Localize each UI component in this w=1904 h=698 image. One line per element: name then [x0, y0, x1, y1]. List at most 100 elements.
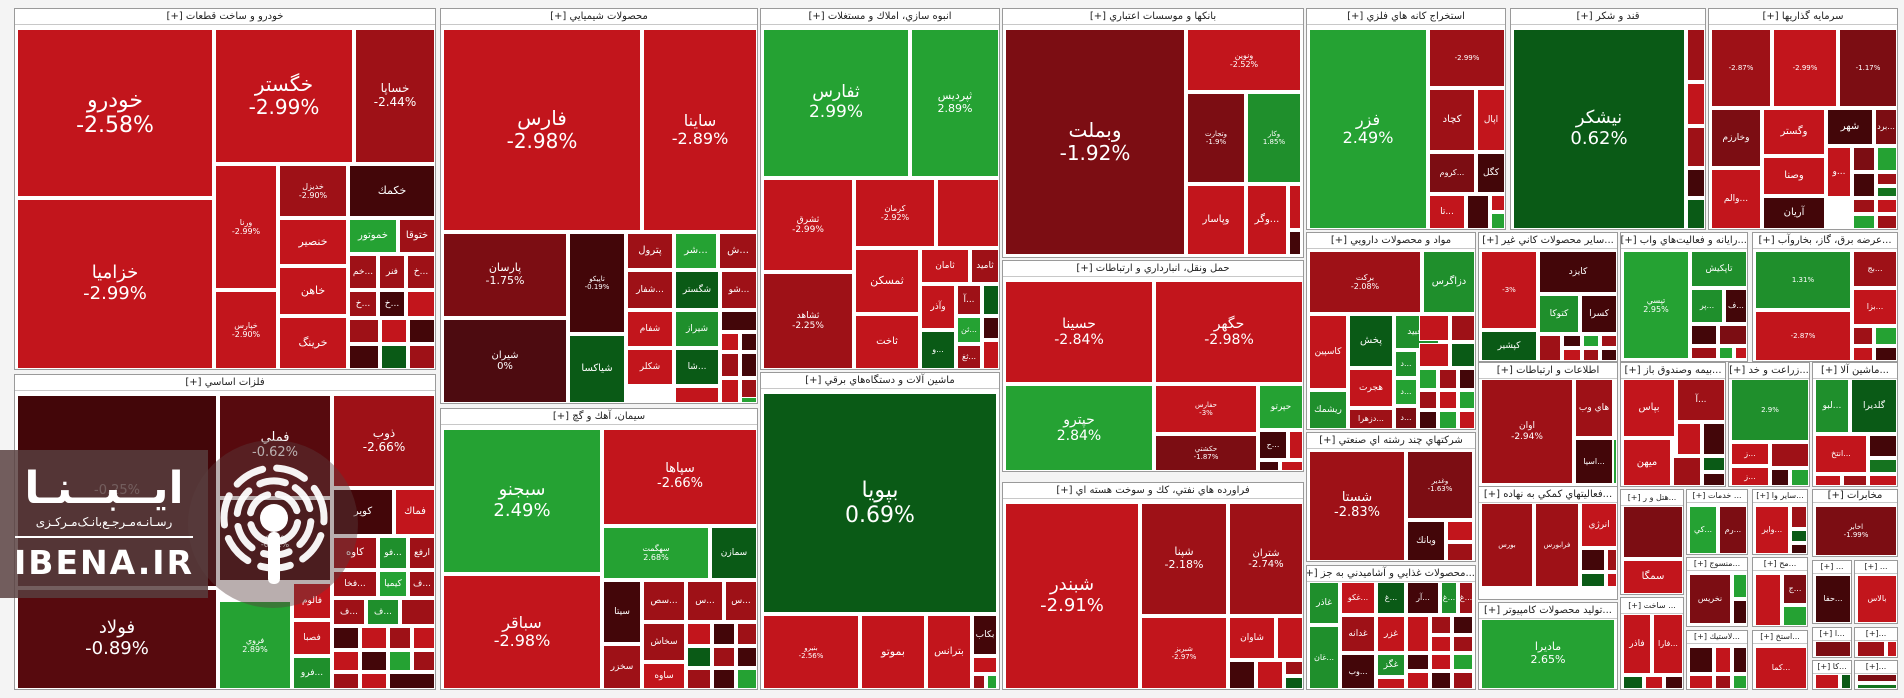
- sector-header-khadamat[interactable]: ... خدمات [+]: [1687, 490, 1747, 503]
- stock-tile[interactable]: [1563, 335, 1581, 347]
- stock-tile[interactable]: [1439, 369, 1457, 389]
- stock-tile-حگهر[interactable]: حگهر -2.98%: [1155, 281, 1303, 383]
- stock-tile[interactable]: [1687, 83, 1705, 125]
- stock-tile-كپشير[interactable]: كپشير: [1481, 331, 1537, 361]
- stock-tile[interactable]: [1419, 315, 1449, 341]
- sector-header-sec-a[interactable]: ... [+]: [1813, 561, 1851, 574]
- stock-tile-...س[interactable]: ...س: [687, 581, 723, 621]
- stock-tile-...فرو[interactable]: ...فرو: [293, 657, 331, 689]
- stock-tile-بنيرو[interactable]: بنيرو -2.56%: [763, 615, 859, 689]
- stock-tile[interactable]: [737, 669, 757, 689]
- stock-tile-فرابورس[interactable]: فرابورس: [1535, 503, 1579, 587]
- stock-tile[interactable]: [1431, 672, 1451, 689]
- stock-tile-سمگا[interactable]: سمگا: [1623, 560, 1683, 594]
- stock-tile-كسرا[interactable]: كسرا: [1581, 295, 1617, 333]
- stock-tile-...دزهرا[interactable]: ...دزهرا: [1349, 409, 1393, 429]
- stock-tile[interactable]: [1259, 461, 1279, 471]
- stock-tile[interactable]: [1581, 549, 1605, 571]
- stock-tile-سبجنو[interactable]: سبجنو 2.49%: [443, 429, 601, 573]
- stock-tile-وخارزم[interactable]: وخارزم: [1711, 109, 1761, 167]
- stock-tile[interactable]: [687, 669, 711, 689]
- stock-tile[interactable]: -3%: [1481, 251, 1537, 329]
- stock-tile-...آ[interactable]: ...آ: [957, 285, 981, 315]
- stock-tile-بركت[interactable]: بركت -2.08%: [1309, 251, 1421, 313]
- stock-tile-...وب[interactable]: ...وب: [1341, 654, 1375, 689]
- stock-tile-...غ[interactable]: ...غ: [1459, 582, 1473, 614]
- stock-tile[interactable]: [1869, 475, 1897, 486]
- stock-tile-خساپا[interactable]: خساپا -2.44%: [355, 29, 435, 163]
- stock-tile-كاوه[interactable]: كاوه: [333, 537, 377, 569]
- stock-tile[interactable]: [1815, 641, 1851, 657]
- stock-tile-فروي[interactable]: فروي 2.89%: [219, 601, 291, 689]
- stock-tile-...آر[interactable]: ...آر: [1407, 582, 1439, 614]
- stock-tile[interactable]: [1665, 676, 1683, 689]
- stock-tile[interactable]: [1853, 347, 1873, 361]
- stock-tile-سهگمت[interactable]: سهگمت 2.68%: [603, 527, 709, 579]
- sector-header-sarmaye[interactable]: سرمايه گذاريها [+]: [1709, 9, 1897, 25]
- stock-tile[interactable]: [1691, 347, 1717, 359]
- stock-tile[interactable]: -2.87%: [1755, 311, 1851, 361]
- stock-tile[interactable]: [1875, 327, 1897, 345]
- stock-tile[interactable]: [737, 647, 757, 667]
- stock-tile-ساينا[interactable]: ساينا -2.89%: [643, 29, 757, 231]
- stock-tile-خگستر[interactable]: خگستر -2.99%: [215, 29, 353, 163]
- stock-tile-غدانه[interactable]: غدانه: [1341, 616, 1375, 652]
- stock-tile[interactable]: [1419, 391, 1437, 409]
- stock-tile-خنصير[interactable]: خنصير: [279, 219, 347, 265]
- stock-tile-اخابر[interactable]: اخابر -1.99%: [1815, 506, 1897, 556]
- stock-tile-وصنا[interactable]: وصنا: [1763, 157, 1825, 195]
- stock-tile[interactable]: [1791, 469, 1809, 486]
- stock-tile[interactable]: [361, 627, 387, 649]
- stock-tile[interactable]: [1623, 676, 1643, 689]
- stock-tile[interactable]: [721, 333, 739, 351]
- stock-tile[interactable]: [389, 673, 435, 689]
- stock-tile[interactable]: [737, 623, 757, 645]
- stock-tile-نيشكر[interactable]: نيشكر 0.62%: [1513, 29, 1685, 229]
- stock-tile-اپال[interactable]: اپال: [1477, 89, 1505, 151]
- stock-tile[interactable]: [1771, 443, 1809, 467]
- stock-tile-شفام[interactable]: شفام: [627, 311, 673, 347]
- stock-tile-...كروم[interactable]: ...كروم: [1429, 153, 1475, 193]
- stock-tile[interactable]: [721, 311, 757, 331]
- stock-tile[interactable]: [1791, 506, 1807, 528]
- stock-tile-...د[interactable]: ...د: [1395, 351, 1417, 377]
- sector-header-rayane[interactable]: ...رايانه و فعاليت‌هاي واب [+]: [1621, 233, 1747, 249]
- stock-tile-حپترو[interactable]: حپترو 2.84%: [1005, 385, 1153, 471]
- stock-tile[interactable]: [1755, 574, 1781, 626]
- stock-tile-شياكسا[interactable]: شياكسا: [569, 335, 625, 403]
- sector-header-bimeh[interactable]: ...بيمه وصندوق باز [+]: [1621, 363, 1725, 379]
- stock-tile-خديزل[interactable]: خديزل -2.90%: [279, 165, 347, 217]
- stock-tile-فصبا[interactable]: فصبا: [293, 621, 331, 655]
- stock-tile[interactable]: [1877, 173, 1897, 185]
- stock-tile-شستا[interactable]: شستا -2.83%: [1309, 451, 1405, 561]
- stock-tile[interactable]: [1853, 327, 1873, 345]
- stock-tile[interactable]: [1453, 636, 1473, 652]
- stock-tile[interactable]: [1277, 617, 1303, 659]
- stock-tile-بكاب[interactable]: بكاب: [973, 615, 997, 655]
- stock-tile-ساوه[interactable]: ساوه: [643, 663, 685, 689]
- stock-tile-...برد[interactable]: ...برد: [1875, 109, 1897, 145]
- stock-tile[interactable]: [1877, 147, 1897, 171]
- stock-tile[interactable]: [741, 333, 757, 351]
- sector-header-felezat[interactable]: فلزات اساسي [+]: [15, 375, 435, 391]
- stock-tile[interactable]: [1453, 672, 1473, 689]
- stock-tile[interactable]: [741, 353, 757, 377]
- stock-tile-...س[interactable]: ...س: [725, 581, 757, 621]
- sector-header-sec-d[interactable]: ...كا [+]: [1813, 661, 1851, 674]
- stock-tile[interactable]: [333, 673, 359, 689]
- stock-tile-كگل[interactable]: كگل: [1477, 153, 1505, 193]
- stock-tile[interactable]: [1703, 423, 1725, 455]
- stock-tile-خاهن[interactable]: خاهن: [279, 267, 347, 315]
- stock-tile-ميهن[interactable]: ميهن: [1623, 439, 1671, 486]
- stock-tile[interactable]: [1451, 315, 1475, 341]
- stock-tile[interactable]: [1431, 636, 1451, 652]
- stock-tile-...خم[interactable]: ...خم: [349, 255, 377, 289]
- stock-tile-...فو[interactable]: ...فو: [379, 537, 407, 569]
- stock-tile[interactable]: [1257, 661, 1283, 689]
- stock-tile-سمازن[interactable]: سمازن: [711, 527, 757, 579]
- stock-tile-...لبو[interactable]: ...لبو: [1815, 379, 1849, 433]
- stock-tile-وغدير[interactable]: وغدير -1.63%: [1407, 451, 1473, 519]
- stock-tile[interactable]: [1447, 521, 1473, 541]
- stock-tile-سيتا[interactable]: سيتا: [603, 581, 641, 643]
- stock-tile-حپرتو[interactable]: حپرتو: [1259, 385, 1303, 429]
